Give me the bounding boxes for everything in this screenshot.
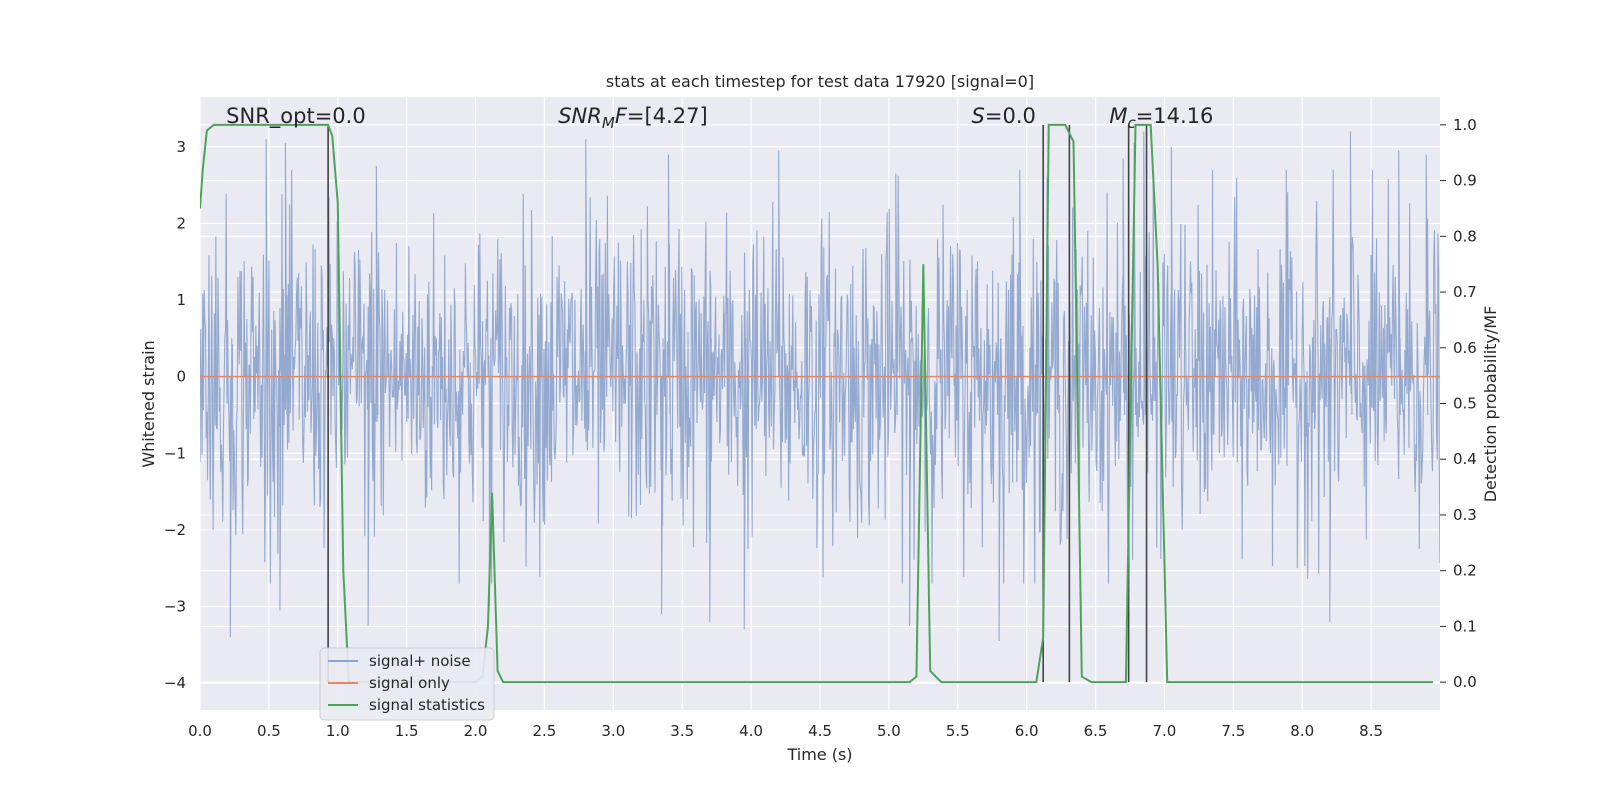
x-tick-label: 7.5 bbox=[1221, 722, 1245, 740]
statistics-line bbox=[200, 123, 1434, 684]
x-tick-label: 0.5 bbox=[257, 722, 281, 740]
legend-label-signal-only: signal only bbox=[369, 674, 450, 692]
annotation-text: SNRMF=[4.27] bbox=[558, 104, 707, 132]
x-tick-label: 4.5 bbox=[808, 722, 832, 740]
x-tick-label: 3.5 bbox=[670, 722, 694, 740]
y2-axis-label: Detection probability/MF bbox=[1481, 306, 1500, 503]
chart-title: stats at each timestep for test data 179… bbox=[606, 72, 1034, 91]
series-signal-statistics bbox=[200, 123, 1434, 684]
y-tick-label: 0 bbox=[176, 368, 186, 386]
x-tick-label: 1.0 bbox=[326, 722, 350, 740]
y2-tick-label: 0.7 bbox=[1453, 283, 1477, 301]
y2-tick-label: 1.0 bbox=[1453, 116, 1477, 134]
y2-tick-label: 0.9 bbox=[1453, 172, 1477, 190]
x-axis-ticks: 0.0 0.5 1.0 1.5 2.0 2.5 3.0 3.5 4.0 4.5 5.0 5.5 6.0 6… bbox=[188, 722, 1383, 740]
x-axis-label: Time (s) bbox=[786, 745, 852, 764]
y-tick-label: 3 bbox=[176, 138, 186, 156]
x-tick-label: 6.0 bbox=[1015, 722, 1039, 740]
legend-label-signal-statistics: signal statistics bbox=[369, 696, 485, 714]
y2-tick-label: 0.2 bbox=[1453, 562, 1477, 580]
legend: signal+ noise signal only signal statist… bbox=[319, 647, 495, 721]
legend-box bbox=[319, 647, 495, 721]
y2-tick-label: 0.3 bbox=[1453, 506, 1477, 524]
x-tick-label: 6.5 bbox=[1084, 722, 1108, 740]
x-tick-label: 1.5 bbox=[395, 722, 419, 740]
y-axis-ticks: −4 −3 −2 −1 0 1 2 3 bbox=[164, 138, 186, 692]
y-tick-label: −1 bbox=[164, 444, 186, 462]
annotation-text: S=0.0 bbox=[972, 104, 1036, 128]
y2-tick-label: 0.6 bbox=[1453, 339, 1477, 357]
x-tick-label: 8.5 bbox=[1359, 722, 1383, 740]
x-tick-label: 5.0 bbox=[877, 722, 901, 740]
annotation-text: SNR_opt=0.0 bbox=[226, 104, 366, 129]
x-tick-label: 4.0 bbox=[739, 722, 763, 740]
annotation-text: Mc=14.16 bbox=[1109, 104, 1213, 132]
y2-tick-label: 0.1 bbox=[1453, 617, 1477, 635]
y-tick-label: −3 bbox=[164, 598, 186, 616]
x-tick-label: 8.0 bbox=[1290, 722, 1314, 740]
y2-tick-label: 0.8 bbox=[1453, 227, 1477, 245]
annotations: SNR_opt=0.0 SNRMF=[4.27] S=0.0 Mc=14.16 bbox=[226, 104, 1213, 132]
y2-tick-label: 0.0 bbox=[1453, 673, 1477, 691]
legend-label-signal-noise: signal+ noise bbox=[369, 652, 471, 670]
x-tick-label: 5.5 bbox=[946, 722, 970, 740]
x-tick-label: 3.0 bbox=[601, 722, 625, 740]
y-tick-label: 1 bbox=[176, 291, 186, 309]
y2-tick-label: 0.5 bbox=[1453, 395, 1477, 413]
y2-tick-label: 0.4 bbox=[1453, 450, 1477, 468]
y-tick-label: −4 bbox=[164, 674, 186, 692]
x-tick-label: 2.0 bbox=[464, 722, 488, 740]
plot-clip-group bbox=[200, 123, 1440, 684]
x-tick-label: 0.0 bbox=[188, 722, 212, 740]
x-tick-label: 2.5 bbox=[533, 722, 557, 740]
y-tick-label: −2 bbox=[164, 521, 186, 539]
y-tick-label: 2 bbox=[176, 214, 186, 232]
y2-axis-ticks: 0.0 0.1 0.2 0.3 0.4 0.5 0.6 0.7 0.8 0.9 1.0 bbox=[1440, 116, 1477, 691]
x-tick-label: 7.0 bbox=[1153, 722, 1177, 740]
y-axis-label: Whitened strain bbox=[139, 340, 158, 467]
